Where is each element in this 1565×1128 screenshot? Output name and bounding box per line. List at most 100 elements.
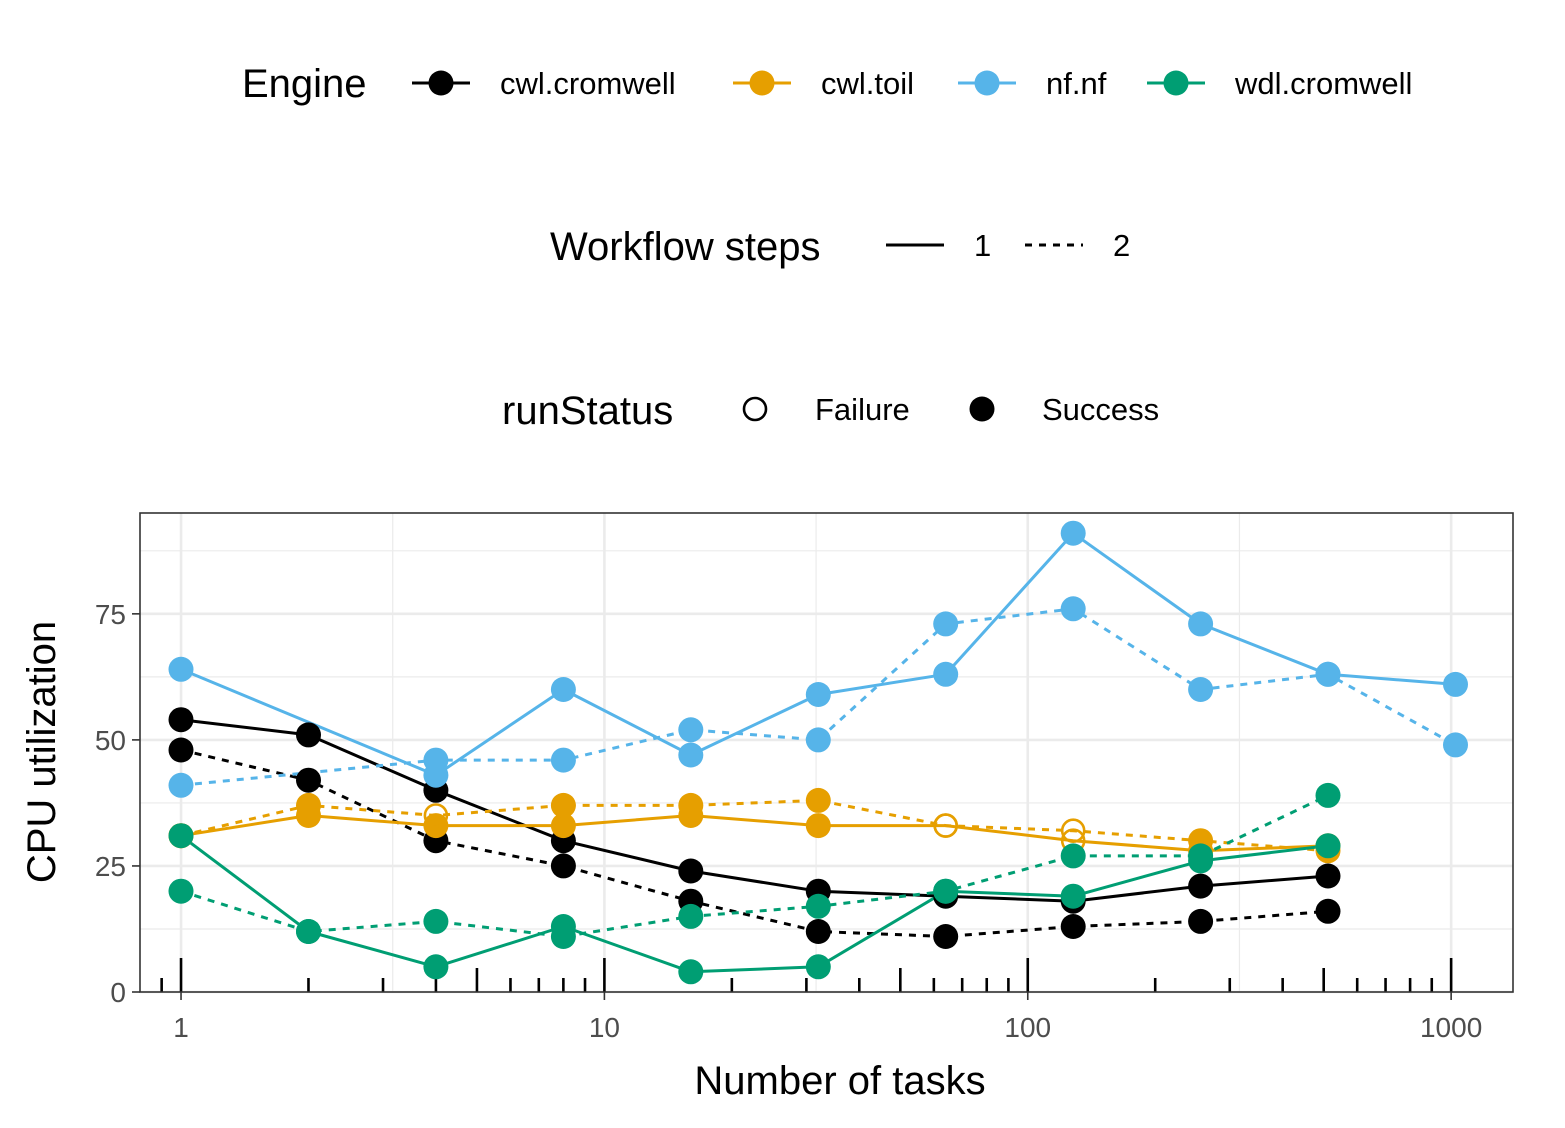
data-point-nf-nf-2 — [1315, 661, 1341, 687]
data-point-wdl-cromwell-2 — [805, 893, 831, 919]
data-point-cwl-toil-2 — [1060, 818, 1086, 844]
data-point-nf-nf-2 — [805, 727, 831, 753]
data-point-cwl-cromwell-2 — [1060, 914, 1086, 939]
y-tick-label: 0 — [110, 977, 126, 1008]
legend-steps-label: 1 — [974, 228, 991, 263]
data-point-cwl-cromwell-1 — [678, 858, 704, 884]
data-point-cwl-toil-1 — [550, 813, 576, 839]
data-point-nf-nf-1 — [1443, 671, 1468, 697]
plot-area — [139, 512, 1514, 994]
data-point-nf-nf-1 — [805, 682, 831, 707]
legend-steps-title: Workflow steps — [550, 225, 820, 269]
data-point-cwl-cromwell-1 — [1188, 873, 1214, 899]
data-point-nf-nf-1 — [1060, 520, 1086, 546]
data-point-wdl-cromwell-1 — [1060, 883, 1086, 909]
series-line-cwl-toil-1 — [180, 814, 1329, 853]
data-point-cwl-cromwell-1 — [1315, 863, 1341, 889]
y-tick-label: 75 — [95, 599, 126, 630]
data-point-cwl-toil-2 — [933, 813, 959, 838]
data-point-cwl-cromwell-2 — [1188, 908, 1214, 934]
series-points — [168, 520, 1468, 985]
data-point-nf-nf-1 — [168, 656, 194, 682]
series-line-cwl-cromwell-1 — [180, 718, 1329, 903]
legend-engine-title: Engine — [242, 62, 367, 106]
series-line-cwl-cromwell-2 — [180, 748, 1329, 938]
legend-status-label: Failure — [815, 392, 910, 427]
legend-steps-label: 2 — [1113, 228, 1130, 263]
data-point-nf-nf-2 — [550, 747, 576, 773]
x-tick-label: 100 — [1004, 1012, 1051, 1043]
data-point-cwl-toil-2 — [296, 792, 321, 818]
log-ticks — [160, 958, 1453, 992]
data-point-nf-nf-1 — [678, 742, 704, 768]
data-point-wdl-cromwell-2 — [678, 903, 704, 929]
legend-status-key — [969, 396, 995, 422]
data-point-wdl-cromwell-1 — [423, 954, 449, 980]
data-point-wdl-cromwell-2 — [423, 908, 449, 934]
data-point-wdl-cromwell-1 — [805, 954, 831, 980]
legend-engine-key-point — [974, 70, 1000, 96]
data-point-cwl-toil-1 — [805, 813, 831, 839]
data-point-nf-nf-2 — [423, 747, 449, 773]
data-point-cwl-cromwell-1 — [296, 722, 321, 748]
data-point-wdl-cromwell-1 — [168, 823, 194, 849]
data-point-nf-nf-1 — [550, 677, 576, 702]
data-point-nf-nf-2 — [1443, 732, 1468, 758]
series-line-wdl-cromwell-1 — [180, 834, 1329, 974]
legend-engine-label: cwl.toil — [821, 66, 914, 101]
data-point-wdl-cromwell-2 — [296, 919, 321, 944]
y-tick-label: 50 — [95, 725, 126, 756]
plot-border — [139, 512, 1514, 993]
data-point-nf-nf-2 — [933, 611, 959, 637]
data-point-cwl-toil-2 — [805, 787, 831, 813]
legend-status: runStatus Failure Success — [502, 389, 1159, 433]
legend-engine-label: nf.nf — [1046, 66, 1107, 101]
x-axis-title: Number of tasks — [694, 1059, 985, 1103]
legend-engine: Engine cwl.cromwell cwl.toil nf.nf wdl.crom… — [242, 62, 1412, 106]
data-point-nf-nf-2 — [168, 772, 194, 798]
data-point-cwl-cromwell-2 — [550, 853, 576, 879]
data-point-wdl-cromwell-2 — [1315, 782, 1341, 808]
series-line-nf-nf-2 — [180, 607, 1457, 787]
y-axis: 0 25 50 75 — [95, 599, 140, 1008]
legend-engine-key-point — [749, 70, 775, 96]
data-point-nf-nf-1 — [933, 661, 959, 687]
x-tick-label: 10 — [589, 1012, 620, 1043]
data-point-cwl-cromwell-2 — [805, 919, 831, 944]
data-point-wdl-cromwell-2 — [550, 924, 576, 949]
data-point-cwl-toil-2 — [678, 792, 704, 818]
data-point-nf-nf-2 — [1188, 677, 1214, 702]
data-point-wdl-cromwell-2 — [933, 878, 959, 904]
data-point-nf-nf-1 — [1188, 611, 1214, 637]
legend-status-label: Success — [1042, 392, 1159, 427]
legend-status-key — [742, 396, 768, 422]
legend-engine-key-point — [428, 70, 454, 96]
data-point-wdl-cromwell-1 — [1315, 833, 1341, 859]
data-point-wdl-cromwell-1 — [678, 959, 704, 985]
data-point-cwl-cromwell-1 — [168, 707, 194, 733]
series-line-nf-nf-1 — [180, 531, 1456, 777]
legend-status-title: runStatus — [502, 389, 673, 433]
data-point-cwl-cromwell-2 — [1315, 898, 1341, 924]
data-point-cwl-cromwell-2 — [168, 737, 194, 763]
series-line-wdl-cromwell-2 — [180, 794, 1329, 938]
legend-steps: Workflow steps 1 2 — [550, 225, 1130, 269]
data-point-wdl-cromwell-2 — [1060, 843, 1086, 869]
series-line-cwl-toil-2 — [180, 798, 1329, 853]
y-axis-title: CPU utilization — [20, 621, 64, 883]
x-tick-label: 1 — [173, 1012, 189, 1043]
data-point-cwl-toil-2 — [550, 792, 576, 818]
y-tick-label: 25 — [95, 851, 126, 882]
legend-engine-label: cwl.cromwell — [500, 66, 676, 101]
legend-engine-key-point — [1163, 70, 1189, 96]
data-point-wdl-cromwell-2 — [168, 878, 194, 904]
data-point-wdl-cromwell-2 — [1188, 843, 1214, 869]
data-point-nf-nf-2 — [678, 717, 704, 743]
x-axis: 1 10 100 1000 — [173, 992, 1482, 1043]
series-lines — [180, 531, 1457, 974]
x-tick-label: 1000 — [1420, 1012, 1482, 1043]
data-point-nf-nf-2 — [1060, 596, 1086, 622]
data-point-cwl-toil-2 — [423, 803, 449, 828]
legend-engine-label: wdl.cromwell — [1234, 66, 1412, 101]
data-point-cwl-cromwell-2 — [933, 924, 959, 949]
